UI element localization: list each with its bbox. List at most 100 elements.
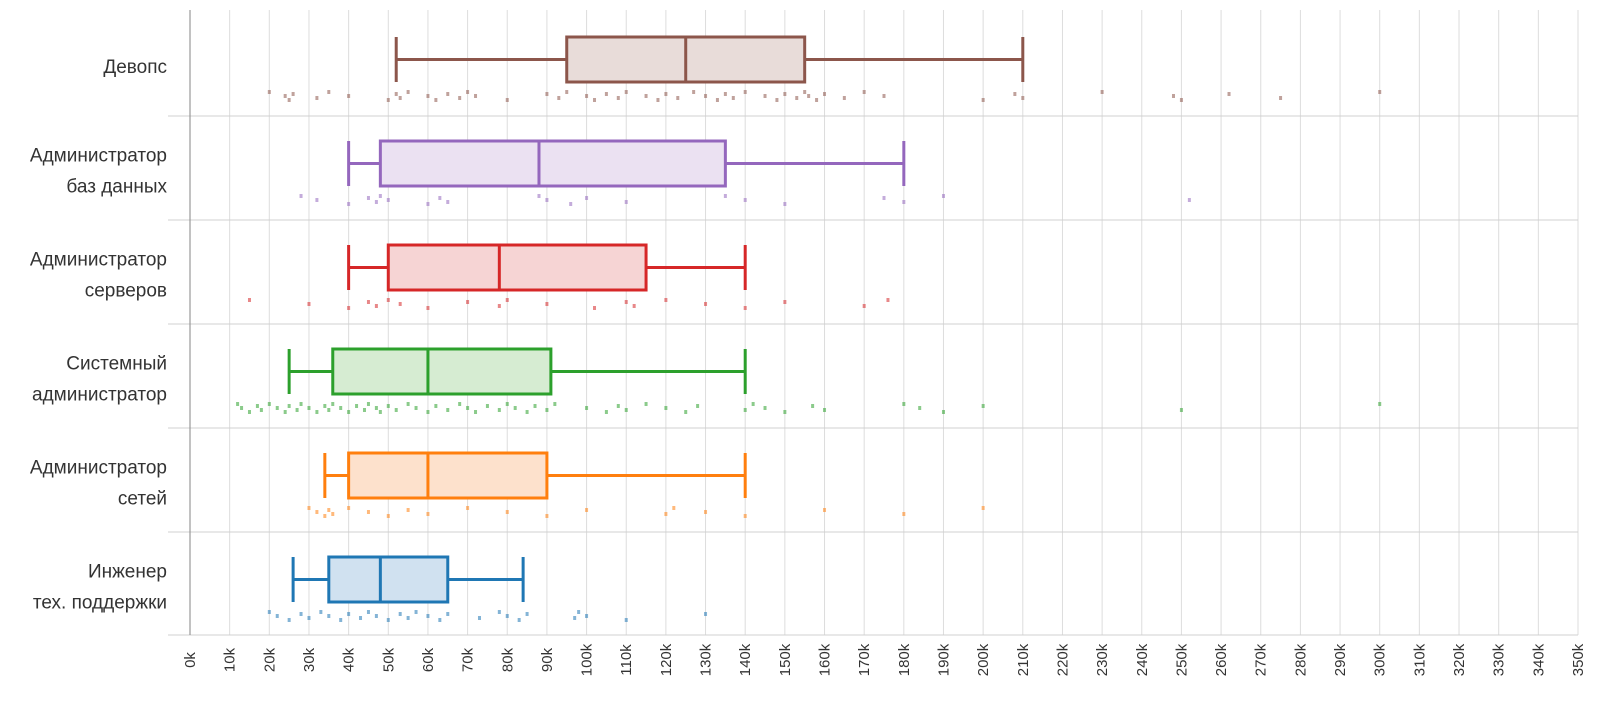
sysadmin-point bbox=[295, 408, 299, 412]
devops-point bbox=[692, 90, 696, 94]
category-label-dba: баз данных bbox=[66, 177, 167, 198]
devops-point bbox=[616, 96, 620, 100]
devops-point bbox=[775, 98, 779, 102]
support-engineer-point bbox=[339, 618, 343, 622]
devops-point bbox=[664, 92, 668, 96]
devops-point bbox=[842, 96, 846, 100]
devops-point bbox=[981, 98, 985, 102]
devops-point bbox=[426, 94, 430, 98]
devops-point bbox=[815, 98, 819, 102]
support-engineer-point bbox=[414, 610, 418, 614]
net-admin-point bbox=[315, 510, 319, 514]
devops-point bbox=[783, 92, 787, 96]
x-tick-label-290k: 290k bbox=[1332, 643, 1349, 676]
support-engineer-point bbox=[347, 612, 351, 616]
sysadmin-point bbox=[386, 404, 390, 408]
devops-point bbox=[862, 90, 866, 94]
support-engineer-point bbox=[386, 618, 390, 622]
sysadmin-point bbox=[307, 406, 311, 410]
devops-point bbox=[406, 90, 410, 94]
x-tick-label-300k: 300k bbox=[1372, 643, 1389, 676]
dba-point bbox=[569, 202, 573, 206]
x-tick-label-90k: 90k bbox=[539, 647, 556, 672]
devops-point bbox=[1179, 98, 1183, 102]
devops-point bbox=[624, 90, 628, 94]
net-admin-point bbox=[743, 514, 747, 518]
support-engineer-point bbox=[426, 614, 430, 618]
net-admin-point bbox=[981, 506, 985, 510]
sysadmin-point bbox=[553, 402, 557, 406]
x-tick-label-10k: 10k bbox=[222, 647, 239, 672]
x-tick-label-220k: 220k bbox=[1054, 643, 1071, 676]
net-admin-point bbox=[823, 508, 827, 512]
sysadmin-point bbox=[783, 410, 787, 414]
devops-point bbox=[763, 94, 767, 98]
sysadmin-point bbox=[315, 410, 319, 414]
x-tick-label-110k: 110k bbox=[618, 644, 635, 676]
dba-point bbox=[941, 194, 945, 198]
x-tick-label-80k: 80k bbox=[499, 647, 516, 672]
support-engineer-iqr-box bbox=[327, 555, 450, 604]
sysadmin-point bbox=[275, 406, 279, 410]
dba-point bbox=[585, 196, 589, 200]
net-admin-point bbox=[664, 512, 668, 516]
dba-point bbox=[902, 200, 906, 204]
sysadmin-point bbox=[525, 410, 529, 414]
category-label-sysadmin: администратор bbox=[32, 385, 167, 406]
x-tick-label-350k: 350k bbox=[1570, 643, 1587, 676]
x-tick-label-260k: 260k bbox=[1213, 643, 1230, 676]
sysadmin-point bbox=[743, 408, 747, 412]
server-admin-point bbox=[624, 300, 628, 304]
dba-point bbox=[426, 202, 430, 206]
support-engineer-point bbox=[704, 612, 708, 616]
sysadmin-point bbox=[684, 410, 688, 414]
sysadmin-point bbox=[466, 406, 470, 410]
server-admin-point bbox=[593, 306, 597, 310]
devops-point bbox=[656, 98, 660, 102]
sysadmin-point bbox=[287, 404, 291, 408]
devops-point bbox=[715, 98, 719, 102]
x-tick-label-0k: 0k bbox=[182, 652, 199, 668]
devops-point bbox=[1279, 96, 1283, 100]
x-axis-tick-labels: 0k 10k 20k 30k 40k 50k 60k 70k 80k 90k 100k 110k 120… bbox=[182, 643, 1587, 676]
server-admin-point bbox=[886, 298, 890, 302]
x-tick-label-280k: 280k bbox=[1292, 643, 1309, 676]
x-tick-label-120k: 120k bbox=[658, 643, 675, 676]
x-tick-label-310k: 310k bbox=[1411, 643, 1428, 676]
devops-point bbox=[565, 90, 569, 94]
sysadmin-point bbox=[247, 410, 251, 414]
sysadmin-point bbox=[426, 410, 430, 414]
devops-point bbox=[327, 90, 331, 94]
net-admin-point bbox=[331, 512, 335, 516]
devops-point bbox=[291, 92, 295, 96]
x-tick-label-270k: 270k bbox=[1253, 643, 1270, 676]
sysadmin-point bbox=[446, 408, 450, 412]
server-admin-point bbox=[743, 306, 747, 310]
category-label-devops: Девопс bbox=[103, 57, 167, 78]
x-tick-label-130k: 130k bbox=[698, 643, 715, 676]
category-label-sysadmin: Системный bbox=[66, 354, 167, 375]
devops-point bbox=[743, 90, 747, 94]
sysadmin-point bbox=[406, 402, 410, 406]
dba-point bbox=[378, 194, 382, 198]
support-engineer-point bbox=[327, 614, 331, 618]
sysadmin-point bbox=[585, 406, 589, 410]
sysadmin-point bbox=[374, 406, 378, 410]
x-tick-label-210k: 210k bbox=[1015, 643, 1032, 676]
server-admin-iqr-box bbox=[386, 243, 648, 292]
sysadmin-point bbox=[255, 404, 259, 408]
net-admin-point bbox=[406, 508, 410, 512]
x-tick-label-320k: 320k bbox=[1451, 643, 1468, 676]
support-engineer-point bbox=[287, 618, 291, 622]
x-tick-label-160k: 160k bbox=[817, 643, 834, 676]
x-tick-label-200k: 200k bbox=[975, 643, 992, 676]
devops-point bbox=[644, 94, 648, 98]
dba-point bbox=[366, 196, 370, 200]
net-admin-point bbox=[426, 512, 430, 516]
support-engineer-point bbox=[299, 612, 303, 616]
support-engineer-point bbox=[438, 618, 442, 622]
sysadmin-point bbox=[378, 410, 382, 414]
support-engineer-point bbox=[624, 618, 628, 622]
sysadmin-point bbox=[763, 406, 767, 410]
